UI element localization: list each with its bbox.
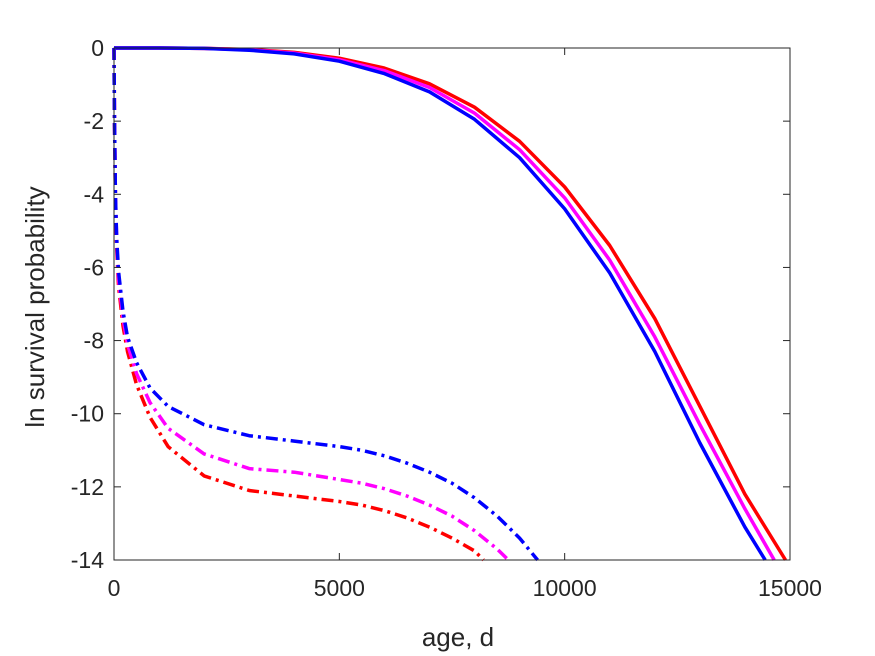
plot-area	[114, 48, 790, 560]
plot-background	[114, 48, 790, 560]
y-tick-label: -12	[71, 474, 104, 500]
series-line-6-dashdot	[112, 47, 539, 562]
x-tick-label: 15000	[758, 575, 822, 601]
x-axis-title: age, d	[422, 622, 494, 652]
series-line-5-dashdot	[112, 47, 510, 562]
series-line-4-dashdot	[112, 47, 485, 562]
y-tick-label: 0	[91, 35, 104, 61]
y-tick-label: -10	[71, 401, 104, 427]
y-tick-label: -4	[84, 181, 105, 207]
axes-box	[113, 47, 791, 561]
y-tick-label: -8	[84, 328, 104, 354]
x-tick-label: 0	[108, 575, 121, 601]
x-tick-label: 5000	[314, 575, 365, 601]
y-tick-label: -6	[84, 254, 104, 280]
x-tick-label: 10000	[533, 575, 597, 601]
y-tick-label: -14	[71, 547, 104, 573]
y-tick-label: -2	[84, 108, 104, 134]
axes-layer: 0 5000 10000 15000 0 -2 -4 -6 -8 -10 -12 -14	[71, 35, 822, 601]
y-axis-title: ln survival probability	[20, 186, 50, 427]
